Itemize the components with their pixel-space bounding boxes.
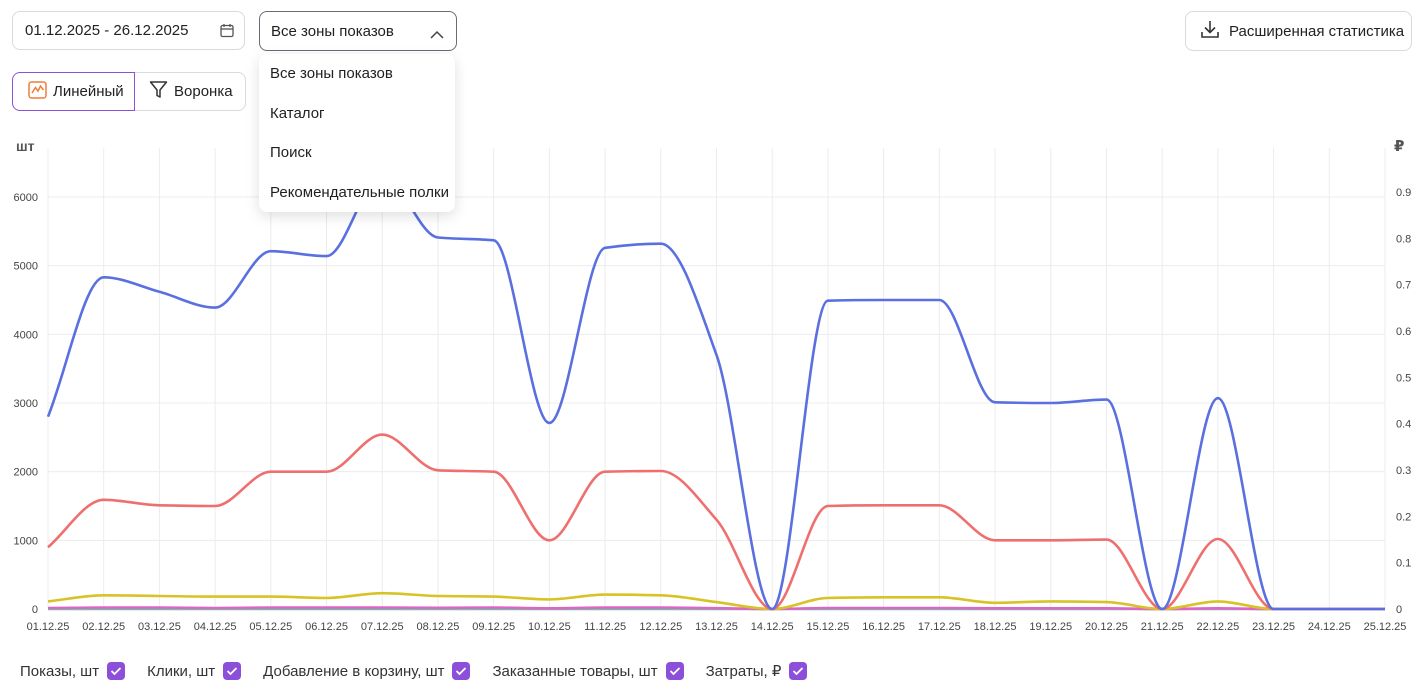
- zone-select-value: Все зоны показов: [271, 22, 394, 40]
- right-tick-label: 0.4: [1396, 419, 1411, 431]
- left-tick-label: 2000: [14, 467, 38, 479]
- date-range-value: 01.12.2025 - 26.12.2025: [25, 22, 189, 39]
- left-tick-label: 3000: [14, 398, 38, 410]
- x-tick-label: 03.12.25: [138, 621, 181, 633]
- x-tick-label: 22.12.25: [1196, 621, 1239, 633]
- legend-label: Клики, шт: [147, 662, 216, 680]
- checkbox-checked-icon[interactable]: [789, 662, 808, 680]
- right-tick-label: 0.3: [1396, 465, 1411, 477]
- left-tick-label: 0: [32, 604, 38, 616]
- x-tick-label: 23.12.25: [1252, 621, 1295, 633]
- legend-item-impressions[interactable]: Показы, шт: [20, 662, 126, 680]
- chevron-up-icon: [430, 26, 444, 43]
- chart-series: [46, 174, 1385, 611]
- legend-label: Затраты, ₽: [705, 663, 782, 680]
- checkbox-checked-icon[interactable]: [223, 662, 242, 680]
- x-tick-label: 11.12.25: [584, 621, 626, 633]
- x-tick-label: 20.12.25: [1085, 621, 1128, 633]
- view-linear-label: Линейный: [53, 83, 124, 100]
- zone-option-catalog[interactable]: Каталог: [270, 104, 325, 122]
- x-tick-label: 01.12.25: [27, 621, 70, 633]
- x-tick-label: 10.12.25: [528, 621, 571, 633]
- zone-option-recommendations[interactable]: Рекомендательные полки: [270, 183, 449, 201]
- x-tick-label: 19.12.25: [1029, 621, 1072, 633]
- calendar-icon[interactable]: [220, 23, 234, 42]
- x-tick-label: 25.12.25: [1364, 621, 1407, 633]
- funnel-icon: [149, 80, 168, 103]
- right-tick-label: 0.1: [1396, 558, 1411, 570]
- legend-label: Добавление в корзину, шт: [263, 662, 445, 680]
- statistics-line-chart: 0 1000 2000 3000 4000 5000 6000 0 0.1 0.2 0.3 0.4 0.…: [14, 137, 1412, 633]
- legend-label: Заказанные товары, шт: [492, 662, 658, 680]
- legend-label: Показы, шт: [20, 662, 100, 680]
- x-tick-label: 15.12.25: [807, 621, 850, 633]
- chart-legend: Показы, шт Клики, шт Добавление в корзин…: [20, 662, 829, 680]
- right-tick-label: 0.5: [1396, 372, 1411, 384]
- checkbox-checked-icon[interactable]: [665, 662, 684, 680]
- view-linear-button[interactable]: Линейный: [12, 72, 135, 111]
- right-tick-label: 0.7: [1396, 280, 1411, 292]
- left-tick-label: 5000: [14, 261, 38, 273]
- right-tick-label: 0: [1396, 604, 1402, 616]
- zone-select[interactable]: Все зоны показов: [259, 11, 457, 51]
- right-tick-label: 0.8: [1396, 233, 1411, 245]
- left-axis-label: шт: [16, 138, 35, 154]
- series-line-impressions: [46, 174, 1385, 611]
- x-tick-label: 02.12.25: [82, 621, 125, 633]
- x-tick-label: 14.12.25: [751, 621, 794, 633]
- right-tick-label: 0.2: [1396, 511, 1411, 523]
- chart-view-toggle: Линейный Воронка: [12, 72, 246, 111]
- extended-stats-button[interactable]: Расширенная статистика: [1185, 11, 1412, 51]
- series-line-orders: [47, 606, 1385, 611]
- legend-item-spend[interactable]: Затраты, ₽: [706, 662, 808, 680]
- left-tick-label: 1000: [14, 535, 38, 547]
- line-chart-icon: [28, 80, 47, 103]
- x-tick-label: 07.12.25: [361, 621, 404, 633]
- zone-option-search[interactable]: Поиск: [270, 144, 312, 162]
- x-tick-label: 24.12.25: [1308, 621, 1351, 633]
- view-funnel-label: Воронка: [174, 83, 233, 100]
- right-tick-label: 0.6: [1396, 326, 1411, 338]
- left-tick-label: 4000: [14, 329, 38, 341]
- right-axis-label: ₽: [1394, 137, 1404, 155]
- left-tick-label: 6000: [14, 192, 38, 204]
- checkbox-checked-icon[interactable]: [452, 662, 471, 680]
- checkbox-checked-icon[interactable]: [107, 662, 126, 680]
- legend-item-orders[interactable]: Заказанные товары, шт: [492, 662, 684, 680]
- x-tick-label: 09.12.25: [472, 621, 515, 633]
- x-tick-label: 04.12.25: [194, 621, 237, 633]
- x-tick-label: 18.12.25: [974, 621, 1017, 633]
- legend-item-clicks[interactable]: Клики, шт: [147, 662, 242, 680]
- x-tick-label: 05.12.25: [249, 621, 292, 633]
- zone-option-all[interactable]: Все зоны показов: [270, 65, 393, 83]
- right-tick-label: 0.9: [1396, 187, 1411, 199]
- x-tick-label: 06.12.25: [305, 621, 348, 633]
- view-funnel-button[interactable]: Воронка: [135, 72, 246, 111]
- legend-item-cart[interactable]: Добавление в корзину, шт: [263, 662, 471, 680]
- zone-dropdown-menu: Все зоны показов Каталог Поиск Рекоменда…: [259, 54, 455, 212]
- x-tick-label: 16.12.25: [862, 621, 905, 633]
- x-tick-label: 08.12.25: [417, 621, 460, 633]
- date-range-picker[interactable]: 01.12.2025 - 26.12.2025: [12, 11, 245, 50]
- extended-stats-label: Расширенная статистика: [1229, 22, 1405, 40]
- x-tick-label: 13.12.25: [695, 621, 738, 633]
- x-tick-label: 12.12.25: [639, 621, 682, 633]
- chart-ticks: 0 1000 2000 3000 4000 5000 6000 0 0.1 0.2 0.3 0.4 0.…: [14, 187, 1412, 633]
- x-tick-label: 21.12.25: [1141, 621, 1184, 633]
- x-tick-label: 17.12.25: [918, 621, 961, 633]
- download-icon: [1200, 19, 1220, 43]
